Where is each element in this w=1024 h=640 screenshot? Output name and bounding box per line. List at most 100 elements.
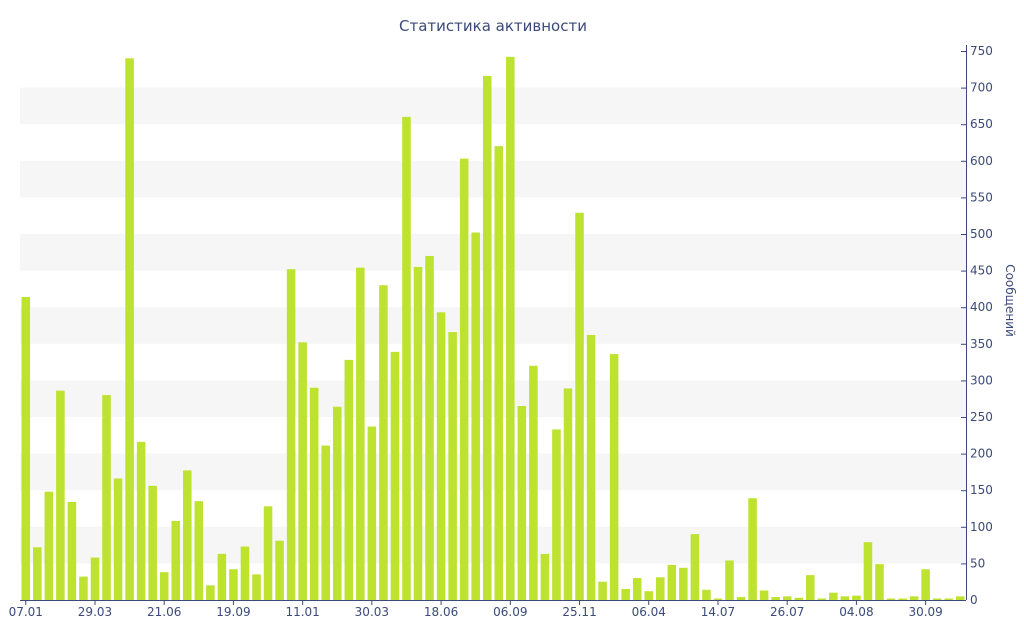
x-tick-label: 11.01 (285, 605, 319, 619)
bar[interactable] (506, 56, 515, 600)
bar[interactable] (90, 557, 100, 600)
y-tick-label: 0 (970, 593, 978, 607)
bar[interactable] (575, 212, 584, 600)
bar[interactable] (390, 351, 400, 600)
bar[interactable] (609, 354, 619, 600)
bar[interactable] (286, 269, 296, 600)
bar[interactable] (240, 546, 250, 600)
y-tick-label: 450 (970, 264, 993, 278)
bar[interactable] (321, 445, 330, 600)
bar[interactable] (171, 520, 181, 600)
y-tick-label: 350 (970, 337, 993, 351)
bar[interactable] (632, 578, 642, 600)
bar[interactable] (148, 485, 157, 600)
bar[interactable] (413, 266, 423, 600)
bar[interactable] (21, 296, 31, 600)
bar[interactable] (356, 267, 365, 600)
bar[interactable] (829, 592, 838, 600)
bar[interactable] (921, 569, 930, 600)
bar[interactable] (529, 365, 538, 600)
bar[interactable] (136, 441, 146, 600)
bar[interactable] (194, 501, 204, 600)
chart-title: Статистика активности (399, 17, 587, 35)
axes (20, 45, 967, 601)
x-tick-label: 07.01 (9, 605, 43, 619)
bar[interactable] (713, 598, 723, 600)
bar[interactable] (298, 342, 307, 600)
bar[interactable] (817, 598, 827, 600)
grid-band (20, 307, 966, 344)
bar[interactable] (840, 596, 850, 600)
bar[interactable] (102, 395, 111, 600)
bar[interactable] (586, 335, 596, 600)
bar[interactable] (771, 597, 780, 600)
y-tick-label: 100 (970, 520, 993, 534)
bar[interactable] (886, 598, 896, 600)
bar[interactable] (367, 426, 377, 600)
bar[interactable] (909, 596, 919, 600)
bar[interactable] (932, 598, 942, 600)
bar[interactable] (702, 589, 711, 600)
bar[interactable] (863, 542, 873, 600)
bar[interactable] (736, 597, 746, 600)
bar[interactable] (206, 585, 215, 600)
bar[interactable] (252, 574, 261, 600)
bar[interactable] (794, 597, 803, 600)
bar[interactable] (263, 506, 273, 600)
bar[interactable] (402, 116, 411, 600)
bar[interactable] (471, 232, 480, 600)
bar[interactable] (563, 388, 573, 600)
bar[interactable] (183, 470, 192, 600)
bar[interactable] (67, 501, 77, 600)
bar[interactable] (782, 596, 792, 600)
bar[interactable] (944, 598, 953, 600)
bar[interactable] (33, 547, 42, 600)
bar[interactable] (656, 577, 665, 600)
bar[interactable] (540, 553, 550, 600)
grid-band (20, 526, 966, 564)
bar[interactable] (667, 564, 677, 600)
bar[interactable] (44, 491, 54, 600)
y-tick-label: 600 (970, 154, 993, 168)
bar[interactable] (898, 598, 907, 600)
bar[interactable] (56, 390, 65, 600)
bar[interactable] (379, 285, 388, 600)
bar[interactable] (344, 359, 354, 600)
bar[interactable] (494, 146, 504, 600)
bar[interactable] (332, 406, 342, 600)
bar[interactable] (690, 534, 700, 600)
bar[interactable] (852, 595, 861, 600)
y-tick-label: 550 (970, 190, 993, 204)
grid-band (20, 87, 966, 125)
bar[interactable] (459, 158, 469, 600)
bar[interactable] (159, 572, 169, 600)
bar[interactable] (217, 553, 227, 600)
bar[interactable] (748, 498, 757, 600)
x-tick-label: 18.06 (424, 605, 458, 619)
bar[interactable] (79, 576, 88, 600)
bar[interactable] (621, 589, 630, 600)
bar[interactable] (482, 75, 492, 600)
bar[interactable] (725, 560, 734, 600)
bar[interactable] (309, 387, 319, 600)
grid-bands (20, 87, 966, 564)
y-axis-ticks: 0 50 100 150 200 250 300 350 400 450 500 550 600 650 7… (961, 44, 993, 607)
bar[interactable] (598, 581, 607, 600)
bar[interactable] (113, 478, 123, 600)
y-tick-label: 700 (970, 81, 993, 95)
bar[interactable] (125, 58, 134, 600)
bar[interactable] (759, 590, 769, 600)
bar[interactable] (448, 332, 457, 600)
bar[interactable] (644, 591, 654, 600)
bar[interactable] (229, 569, 238, 600)
bar[interactable] (805, 575, 815, 600)
bar[interactable] (875, 564, 884, 600)
bar[interactable] (679, 567, 688, 600)
bar[interactable] (275, 540, 284, 600)
bar[interactable] (436, 312, 446, 600)
bar[interactable] (425, 255, 434, 600)
bar[interactable] (517, 406, 527, 600)
bar[interactable] (955, 596, 965, 600)
bar[interactable] (552, 429, 561, 600)
